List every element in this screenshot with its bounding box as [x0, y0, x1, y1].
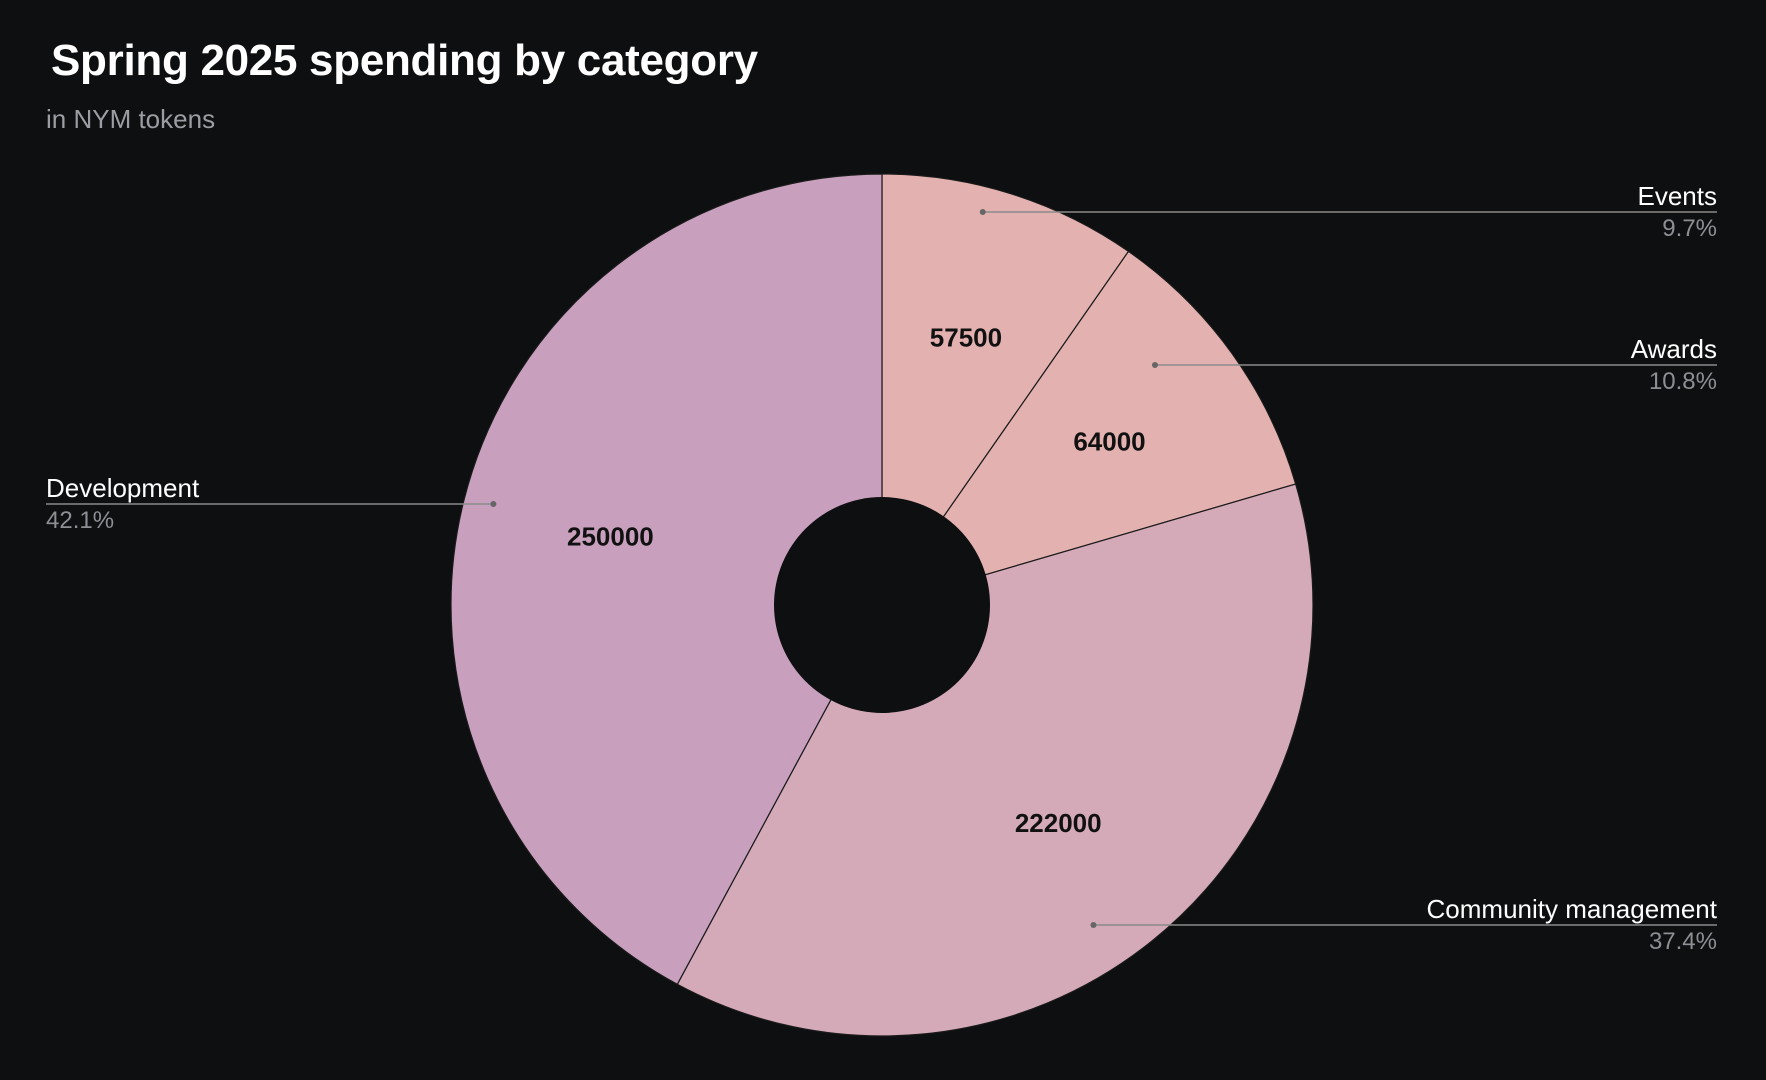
- slice-value-label: 57500: [930, 323, 1002, 353]
- callout-percent-label: 42.1%: [46, 507, 114, 534]
- chart-subtitle: in NYM tokens: [46, 104, 216, 134]
- slice-value-label: 250000: [567, 521, 654, 551]
- callout-category-label: Events: [1638, 181, 1718, 211]
- callout-dot: [1090, 922, 1097, 928]
- callout-dot: [1151, 362, 1158, 368]
- value-labels-layer: 57500 64000 222000 250000: [567, 323, 1146, 838]
- callout-category-label: Community management: [1427, 894, 1718, 924]
- callouts-layer: Events 9.7% Awards 10.8% Community managemen…: [46, 181, 1718, 955]
- callout-percent-label: 37.4%: [1649, 928, 1717, 955]
- slice-value-label: 64000: [1073, 426, 1145, 456]
- callout-category-label: Development: [46, 473, 200, 503]
- pie-slice-awards[interactable]: [880, 250, 1297, 607]
- pie-slice-community-management[interactable]: [676, 483, 1314, 1037]
- slices-layer: [450, 173, 1314, 1037]
- donut-hole: [774, 497, 990, 713]
- chart-title: Spring 2025 spending by category: [51, 36, 758, 85]
- callout-category-label: Awards: [1631, 334, 1717, 364]
- pie-slice-development[interactable]: [450, 173, 883, 986]
- pie-slice-events[interactable]: [881, 173, 1130, 607]
- callout-dot: [979, 209, 986, 215]
- callout-percent-label: 9.7%: [1662, 215, 1717, 242]
- callout-percent-label: 10.8%: [1649, 368, 1717, 395]
- callout-dot: [490, 501, 497, 507]
- slice-value-label: 222000: [1015, 808, 1102, 838]
